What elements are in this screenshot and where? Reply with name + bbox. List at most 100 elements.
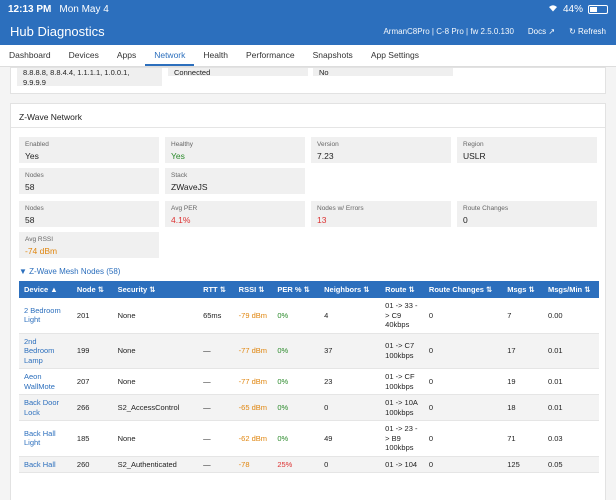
table-row[interactable]: Back Door Lock 266 S2_AccessControl — -65 dB…: [19, 394, 599, 421]
stat-value: 4.1%: [171, 215, 191, 225]
dns-line-2: 9.9.9.9: [23, 78, 46, 87]
wifi-icon: [548, 4, 558, 15]
column-header[interactable]: Msgs/Min ⇅: [542, 281, 599, 298]
cell-msgs-min: 0.01: [542, 333, 599, 369]
tab-snapshots[interactable]: Snapshots: [312, 50, 353, 60]
tab-performance[interactable]: Performance: [245, 50, 295, 60]
column-header[interactable]: Security ⇅: [112, 281, 199, 298]
cell-neighbors: 37: [319, 333, 381, 369]
previous-section-card: 8.8.8.8, 8.8.4.4, 1.1.1.1, 1.0.0.1, 9.9.…: [10, 67, 606, 94]
column-header[interactable]: Route Changes ⇅: [423, 281, 503, 298]
stat-value: 0: [463, 215, 468, 225]
battery-level: [590, 6, 598, 12]
cell-neighbors: 0: [319, 456, 381, 473]
column-header[interactable]: Neighbors ⇅: [319, 281, 381, 298]
cell-route-changes: 0: [423, 394, 503, 421]
table-row[interactable]: Aeon WallMote 207 None — -77 dBm 0% 23 01 -> CF…: [19, 368, 599, 395]
tab-devices[interactable]: Devices: [68, 50, 99, 60]
cell-node: 185: [71, 420, 113, 457]
cell-msgs: 19: [502, 368, 543, 395]
column-header[interactable]: RTT ⇅: [198, 281, 234, 298]
cell-per: 0%: [272, 333, 320, 369]
table-row[interactable]: 2nd Bedroom Lamp 199 None — -77 dBm 0% 37 01 ->…: [19, 333, 599, 369]
status-bar: 12:13 PM Mon May 4 44%: [0, 0, 616, 18]
cell-device[interactable]: 2 Bedroom Light: [19, 298, 72, 334]
cell-device[interactable]: Aeon WallMote: [19, 368, 72, 395]
table-row[interactable]: 2 Bedroom Light 201 None 65ms -79 dBm 0% 4 01 -…: [19, 298, 599, 334]
cell-msgs: 125: [502, 456, 543, 473]
battery-icon: [588, 4, 608, 14]
mesh-nodes-toggle[interactable]: ▼ Z-Wave Mesh Nodes (58): [19, 267, 121, 276]
battery-percent: 44%: [562, 3, 583, 15]
table-row[interactable]: Back Hall Light 185 None — -62 dBm 0% 49 01 -> …: [19, 420, 599, 457]
column-header[interactable]: Route ⇅: [380, 281, 424, 298]
cell-neighbors: 23: [319, 368, 381, 395]
cell-route-changes: 0: [423, 298, 503, 334]
docs-link[interactable]: Docs ↗: [527, 27, 556, 36]
cell-route: 01 -> C7 100kbps: [380, 333, 424, 369]
cell-per: 0%: [272, 298, 320, 334]
cell-security: None: [112, 420, 199, 457]
column-header[interactable]: Node ⇅: [71, 281, 113, 298]
cell-node: 266: [71, 394, 113, 421]
cell-security: None: [112, 368, 199, 395]
tab-app-settings[interactable]: App Settings: [370, 50, 420, 60]
stat-stack: Stack ZWaveJS: [165, 168, 305, 194]
stat-value: USLR: [463, 151, 486, 161]
column-header[interactable]: PER % ⇅: [272, 281, 320, 298]
hub-info: ArmanC8Pro | C-8 Pro | fw 2.5.0.130: [383, 27, 514, 36]
cell-device[interactable]: 2nd Bedroom Lamp: [19, 333, 72, 369]
cell-device[interactable]: Back Door Lock: [19, 394, 72, 421]
cell-rtt: —: [198, 333, 234, 369]
stat-value: Yes: [171, 151, 185, 161]
tab-dashboard[interactable]: Dashboard: [9, 50, 51, 60]
stat-value: 58: [25, 215, 35, 225]
stat-label: Nodes w/ Errors: [317, 205, 364, 212]
cell-node: 207: [71, 368, 113, 395]
stat-route-changes: Route Changes 0: [457, 201, 597, 227]
column-header[interactable]: Device ▲: [19, 281, 72, 298]
cell-device[interactable]: Back Hall Light: [19, 420, 72, 457]
cell-msgs-min: 0.01: [542, 368, 599, 395]
cell-node: 199: [71, 333, 113, 369]
column-header[interactable]: Msgs ⇅: [502, 281, 543, 298]
cell-neighbors: 0: [319, 394, 381, 421]
cell-route: 01 -> CF 100kbps: [380, 368, 424, 395]
cell-per: 0%: [272, 394, 320, 421]
main-content: 8.8.8.8, 8.8.4.4, 1.1.1.1, 1.0.0.1, 9.9.…: [0, 67, 616, 500]
tab-health[interactable]: Health: [203, 50, 228, 60]
stat-region: Region USLR: [457, 137, 597, 163]
cell-msgs: 7: [502, 298, 543, 334]
stat-enabled: Enabled Yes: [19, 137, 159, 163]
cell-route-changes: 0: [423, 333, 503, 369]
cell-msgs-min: 0.01: [542, 394, 599, 421]
cell-rtt: —: [198, 394, 234, 421]
cell-per: 0%: [272, 420, 320, 457]
cell-route-changes: 0: [423, 420, 503, 457]
stat-label: Avg PER: [171, 205, 198, 212]
cell-route: 01 -> 23 -> B9 100kbps: [380, 420, 424, 457]
tab-network[interactable]: Network: [145, 45, 195, 66]
cell-rssi: -79 dBm: [233, 298, 273, 334]
stat-label: Stack: [171, 172, 188, 179]
cell-rtt: 65ms: [198, 298, 234, 334]
cell-rssi: -62 dBm: [233, 420, 273, 457]
table-row[interactable]: Back Hall 260 S2_Authenticated — -78 25% 0 01 -…: [19, 456, 599, 473]
cell-rssi: -78: [233, 456, 273, 473]
cell-device[interactable]: Back Hall: [19, 456, 72, 473]
column-header[interactable]: RSSI ⇅: [233, 281, 273, 298]
stat-value: 58: [25, 182, 35, 192]
cell-security: None: [112, 298, 199, 334]
cell-node: 201: [71, 298, 113, 334]
cell-rssi: -65 dBm: [233, 394, 273, 421]
tab-apps[interactable]: Apps: [116, 50, 137, 60]
cell-rtt: —: [198, 368, 234, 395]
cell-per: 25%: [272, 456, 320, 473]
tab-bar: Dashboard Devices Apps Network Health Perform…: [0, 45, 616, 67]
stat-nodes: Nodes 58: [19, 168, 159, 194]
stat-version: Version 7.23: [311, 137, 451, 163]
cell-per: 0%: [272, 368, 320, 395]
refresh-button[interactable]: ↻ Refresh: [569, 27, 606, 36]
cell-rssi: -77 dBm: [233, 368, 273, 395]
page-title: Hub Diagnostics: [10, 24, 105, 39]
